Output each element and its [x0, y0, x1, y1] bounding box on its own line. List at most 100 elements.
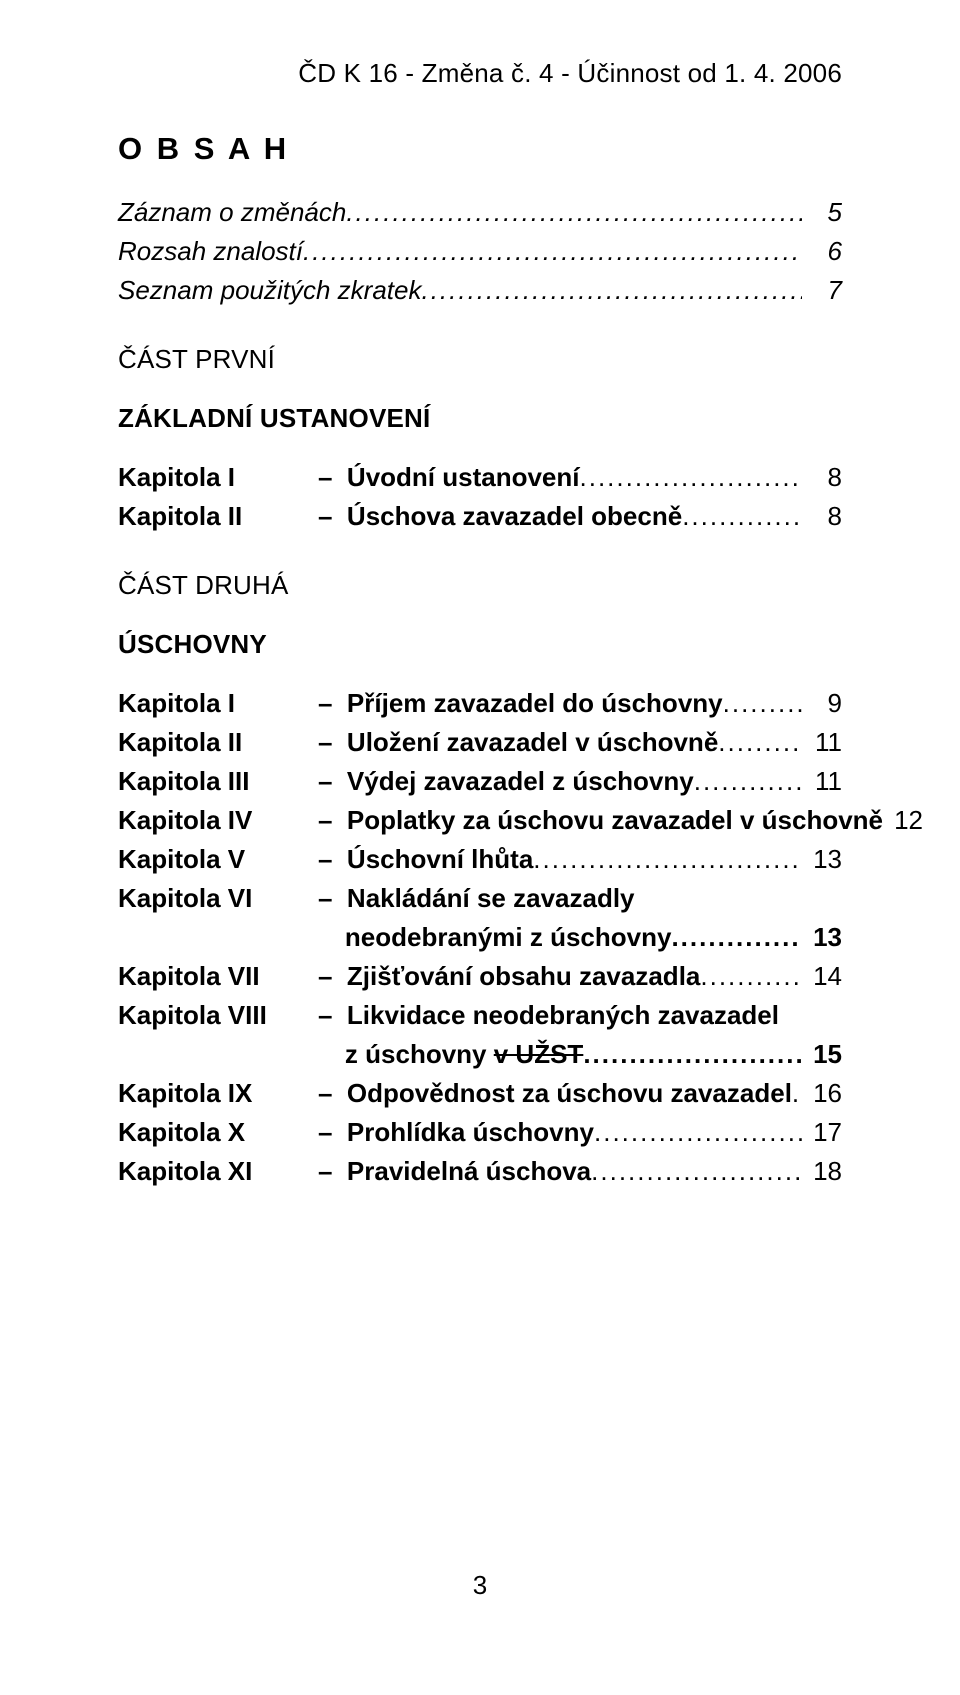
toc-line: Kapitola II – Uložení zavazadel v úschov…: [118, 727, 842, 758]
chapter-title: Odpovědnost za úschovu zavazadel: [347, 1078, 792, 1109]
chapter-dash: –: [318, 766, 347, 797]
toc-line: Kapitola III – Výdej zavazadel z úschovn…: [118, 766, 842, 797]
page-title: O B S A H: [118, 131, 842, 167]
chapter-label: Kapitola I: [118, 462, 318, 493]
chapter-title: Úschova zavazadel obecně: [347, 501, 682, 532]
chapter-title-strike: v UŽST: [494, 1039, 584, 1070]
chapter-label: Kapitola X: [118, 1117, 318, 1148]
toc-subline: – z úschovny v UŽST ....................…: [118, 1039, 842, 1070]
chapter-dash: –: [318, 961, 347, 992]
toc-dots: ........................................…: [723, 688, 802, 719]
toc-dots: ........................................…: [700, 961, 802, 992]
toc-dots: ........................................…: [580, 462, 803, 493]
chapter-title: Úschovní lhůta: [347, 844, 533, 875]
toc-line: Kapitola VI – Nakládání se zavazadly: [118, 883, 842, 914]
toc-page: 8: [802, 501, 842, 532]
toc-dots: ........................................…: [792, 1078, 802, 1109]
chapter-dash: –: [318, 1078, 347, 1109]
chapter-title: Výdej zavazadel z úschovny: [347, 766, 694, 797]
part-title: ÚSCHOVNY: [118, 629, 842, 660]
chapter-dash: –: [318, 1000, 347, 1031]
toc-page: 17: [802, 1117, 842, 1148]
chapter-dash: –: [318, 501, 347, 532]
chapter-dash: –: [318, 1117, 347, 1148]
toc-dots: ........................................…: [346, 197, 802, 228]
toc-line: Kapitola V – Úschovní lhůta ............…: [118, 844, 842, 875]
chapter-dash: –: [318, 883, 347, 914]
toc-line: Kapitola IV – Poplatky za úschovu zavaza…: [118, 805, 842, 836]
toc-page: 9: [802, 688, 842, 719]
page-number: 3: [0, 1570, 960, 1601]
toc-intro-line: Seznam použitých zkratek ...............…: [118, 275, 842, 306]
chapter-label: Kapitola IX: [118, 1078, 318, 1109]
toc-line: Kapitola II – Úschova zavazadel obecně .…: [118, 501, 842, 532]
chapter-title-prefix: z úschovny: [345, 1039, 494, 1070]
toc-page: 15: [802, 1039, 842, 1070]
toc-dots: ........................................…: [671, 922, 802, 953]
part-label: ČÁST DRUHÁ: [118, 570, 842, 601]
chapter-dash: –: [318, 688, 347, 719]
toc-page: 11: [802, 727, 842, 758]
chapter-label: Kapitola V: [118, 844, 318, 875]
chapter-title: neodebranými z úschovny: [345, 922, 672, 953]
chapter-title: Příjem zavazadel do úschovny: [347, 688, 723, 719]
toc-label: Záznam o změnách: [118, 197, 346, 228]
toc-page: 5: [802, 197, 842, 228]
chapter-label: Kapitola II: [118, 727, 318, 758]
toc-dots: ........................................…: [421, 275, 802, 306]
toc-page: 13: [802, 922, 842, 953]
toc-page: 16: [802, 1078, 842, 1109]
toc-dots: ........................................…: [682, 501, 802, 532]
toc-dots: ........................................…: [303, 236, 802, 267]
toc-page: 18: [802, 1156, 842, 1187]
chapter-dash: –: [318, 727, 347, 758]
page: ČD K 16 - Změna č. 4 - Účinnost od 1. 4.…: [0, 0, 960, 1695]
toc-line: Kapitola IX – Odpovědnost za úschovu zav…: [118, 1078, 842, 1109]
toc-dots: ........................................…: [591, 1156, 802, 1187]
chapter-title: Likvidace neodebraných zavazadel: [347, 1000, 779, 1031]
chapter-dash: –: [318, 844, 347, 875]
toc-line: Kapitola VII – Zjišťování obsahu zavazad…: [118, 961, 842, 992]
chapter-label: Kapitola III: [118, 766, 318, 797]
chapter-label: Kapitola VIII: [118, 1000, 318, 1031]
chapter-dash: –: [318, 805, 347, 836]
toc-page: 14: [802, 961, 842, 992]
chapter-label: Kapitola I: [118, 688, 318, 719]
toc-dots: ........................................…: [533, 844, 802, 875]
toc-line: Kapitola I – Příjem zavazadel do úschovn…: [118, 688, 842, 719]
toc-page: 7: [802, 275, 842, 306]
chapter-label: Kapitola VII: [118, 961, 318, 992]
toc-dots: ........................................…: [594, 1117, 802, 1148]
chapter-label: Kapitola IV: [118, 805, 318, 836]
toc-label: Seznam použitých zkratek: [118, 275, 421, 306]
chapter-title: Poplatky za úschovu zavazadel v úschovně: [347, 805, 883, 836]
toc-line: Kapitola I – Úvodní ustanovení .........…: [118, 462, 842, 493]
toc-page: 12: [883, 805, 923, 836]
toc-line: Kapitola XI – Pravidelná úschova .......…: [118, 1156, 842, 1187]
chapter-title: Nakládání se zavazadly: [347, 883, 635, 914]
toc-dots: ........................................…: [718, 727, 802, 758]
chapter-label: Kapitola II: [118, 501, 318, 532]
toc-dots: ........................................…: [694, 766, 802, 797]
chapter-title: Uložení zavazadel v úschovně: [347, 727, 718, 758]
chapter-label: Kapitola VI: [118, 883, 318, 914]
toc-intro-line: Rozsah znalostí ........................…: [118, 236, 842, 267]
toc-label: Rozsah znalostí: [118, 236, 303, 267]
chapter-title: Prohlídka úschovny: [347, 1117, 594, 1148]
toc-page: 13: [802, 844, 842, 875]
toc-intro-line: Záznam o změnách .......................…: [118, 197, 842, 228]
part-label: ČÁST PRVNÍ: [118, 344, 842, 375]
toc-page: 11: [802, 766, 842, 797]
toc-page: 6: [802, 236, 842, 267]
header-line: ČD K 16 - Změna č. 4 - Účinnost od 1. 4.…: [118, 58, 842, 89]
chapter-dash: –: [318, 1156, 347, 1187]
toc-line: Kapitola VIII – Likvidace neodebraných z…: [118, 1000, 842, 1031]
chapter-title: Pravidelná úschova: [347, 1156, 591, 1187]
toc-subline: – neodebranými z úschovny ..............…: [118, 922, 842, 953]
toc-dots: ........................................…: [583, 1039, 802, 1070]
chapter-title: Úvodní ustanovení: [347, 462, 580, 493]
chapter-title: Zjišťování obsahu zavazadla: [347, 961, 700, 992]
part-title: ZÁKLADNÍ USTANOVENÍ: [118, 403, 842, 434]
chapter-label: Kapitola XI: [118, 1156, 318, 1187]
toc-page: 8: [802, 462, 842, 493]
